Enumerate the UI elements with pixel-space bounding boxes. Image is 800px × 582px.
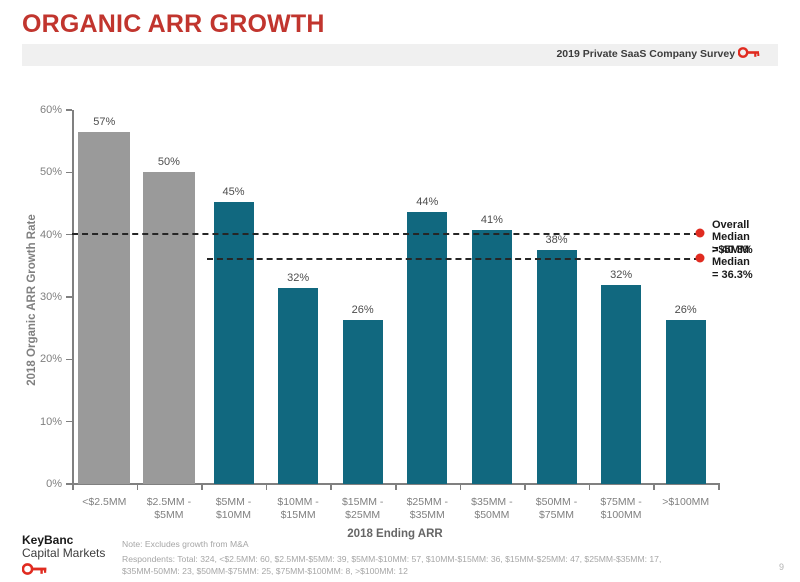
y-axis-tick: [66, 358, 72, 361]
median-reference-line: [72, 232, 700, 235]
bar-value-label: 26%: [351, 304, 374, 317]
bar-value-label: 45%: [222, 186, 245, 199]
x-axis-tick-label: $15MM - $25MM: [341, 496, 384, 521]
y-axis-tick-label: 40%: [39, 228, 62, 241]
median-annotation: Overall Median = 40.3%: [712, 218, 753, 256]
bar[interactable]: [665, 320, 706, 484]
bar-value-label: 26%: [674, 304, 697, 317]
y-axis-title: 2018 Organic ARR Growth Rate: [26, 214, 38, 386]
x-axis-tick-label: >$100MM: [662, 496, 710, 508]
page-title: ORGANIC ARR GROWTH: [22, 10, 325, 38]
key-icon: [737, 47, 760, 61]
x-axis-tick: [524, 484, 526, 490]
median-marker-dot: [695, 228, 705, 238]
logo-secondary-text: Capital Markets: [22, 546, 106, 560]
median-marker-dot: [695, 253, 705, 263]
x-axis-tick-label: $5MM - $10MM: [215, 496, 252, 521]
bar-value-label: 32%: [610, 268, 633, 281]
y-axis-tick-label: 10%: [39, 415, 62, 428]
x-axis-tick-label: $2.5MM - $5MM: [146, 496, 192, 521]
x-axis-tick-label: $35MM - $50MM: [471, 496, 513, 521]
y-axis-tick-label: 20%: [39, 353, 62, 366]
x-axis-tick-label: $75MM - $100MM: [600, 496, 642, 521]
y-axis-tick: [66, 420, 72, 423]
x-axis-tick: [72, 484, 74, 490]
y-axis-tick: [66, 296, 72, 298]
x-axis-tick: [136, 484, 139, 490]
note-text: Note: Excludes growth from M&A: [122, 539, 249, 549]
x-axis-title: 2018 Ending ARR: [347, 528, 443, 540]
respondents-text: Respondents: Total: 324, <$2.5MM: 60, $2…: [122, 554, 662, 576]
x-axis-tick: [588, 484, 591, 490]
y-axis-tick: [66, 233, 72, 236]
x-axis-tick: [653, 484, 655, 490]
x-axis-tick-label: $50MM - $75MM: [535, 496, 578, 521]
bar-value-label: 50%: [157, 156, 180, 169]
x-axis-line: [72, 483, 720, 485]
y-axis-tick-label: 50%: [39, 166, 62, 179]
median-reference-line: [207, 257, 700, 260]
bar-value-label: 57%: [93, 115, 116, 128]
y-axis-tick-label: 0%: [46, 478, 62, 490]
bar-value-label: 38%: [545, 233, 568, 246]
x-axis-tick: [201, 484, 203, 490]
subtitle-label: 2019 Private SaaS Company Survey: [556, 47, 736, 60]
bar[interactable]: [142, 172, 195, 484]
chart: 2018 Organic ARR Growth Rate 2018 Ending…: [0, 96, 800, 540]
x-axis-tick: [265, 484, 268, 490]
y-axis-tick-label: 30%: [39, 291, 62, 303]
median-annotation: >$5MM Median = 36.3%: [712, 243, 753, 281]
bar[interactable]: [407, 211, 448, 484]
footnotes: Note: Excludes growth from M&A Responden…: [122, 538, 682, 577]
x-axis-tick: [395, 484, 397, 490]
x-axis-tick: [718, 484, 720, 490]
bar[interactable]: [601, 284, 642, 484]
bar[interactable]: [342, 320, 383, 484]
x-axis-tick-label: $25MM - $35MM: [406, 496, 449, 521]
bar[interactable]: [471, 230, 512, 484]
bar[interactable]: [536, 249, 577, 484]
bar-value-label: 44%: [416, 195, 439, 208]
bar-value-label: 41%: [480, 214, 503, 227]
key-icon: [21, 562, 132, 580]
y-axis-tick: [66, 109, 72, 111]
x-axis-tick-label: <$2.5MM: [82, 496, 127, 508]
subtitle-band: [22, 44, 778, 66]
bar[interactable]: [213, 202, 254, 484]
subtitle: 2019 Private SaaS Company Survey: [556, 47, 760, 61]
x-axis-tick: [459, 484, 462, 490]
y-axis-tick: [66, 171, 72, 174]
bar-value-label: 32%: [287, 271, 310, 284]
logo-primary-text: KeyBanc: [22, 533, 74, 547]
bar[interactable]: [78, 131, 131, 484]
bar[interactable]: [278, 287, 319, 484]
x-axis-tick: [330, 484, 332, 490]
x-axis-tick-label: $10MM - $15MM: [277, 496, 319, 521]
y-axis-line: [72, 110, 74, 484]
keybanc-logo: KeyBanc Capital Markets: [21, 533, 132, 580]
y-axis-tick: [66, 483, 72, 485]
y-axis-tick-label: 60%: [39, 104, 62, 116]
page-number: 9: [778, 562, 784, 572]
